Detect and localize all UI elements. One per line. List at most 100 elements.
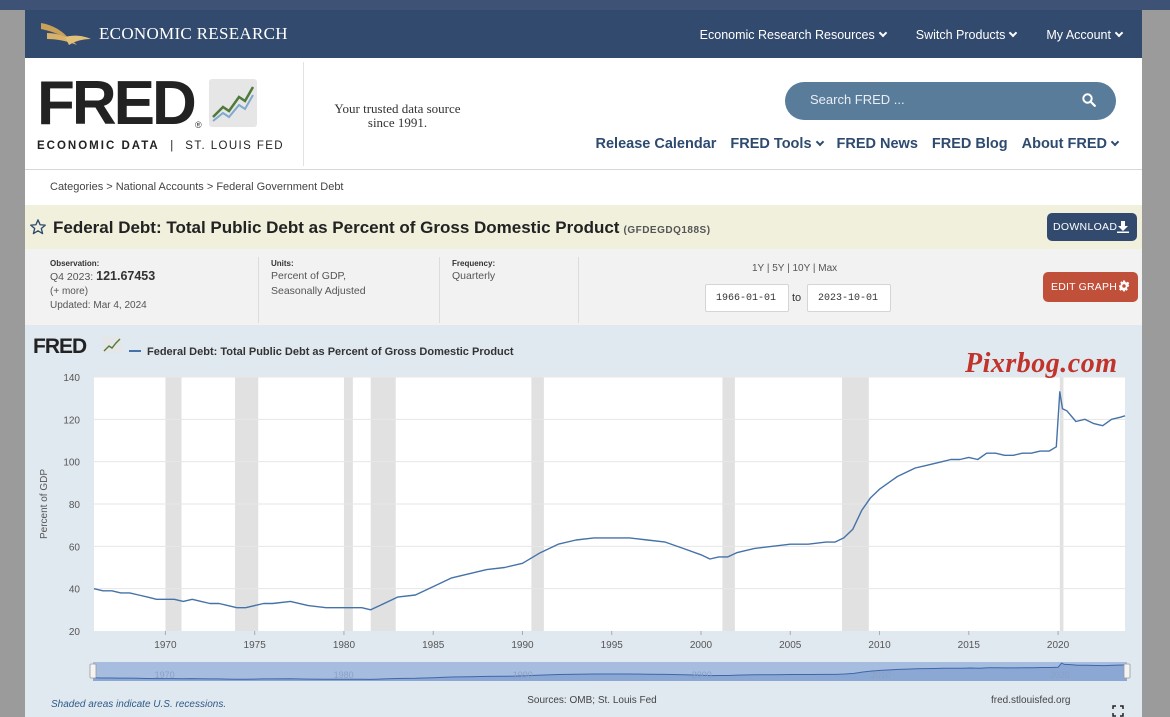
y-tick-label: 40 <box>69 585 81 596</box>
edit-graph-label: EDIT GRAPH <box>1051 281 1117 293</box>
frequency-value: Quarterly <box>452 270 496 282</box>
chevron-down-icon <box>1114 28 1124 38</box>
main-nav: Release Calendar FRED Tools FRED News FR… <box>595 136 1120 152</box>
tagline: Your trusted data source since 1991. <box>315 102 480 130</box>
download-icon <box>1117 221 1129 236</box>
range-sep: | <box>766 263 770 274</box>
menu-label: My Account <box>1046 28 1111 42</box>
y-tick-label: 80 <box>69 500 81 511</box>
header-divider <box>303 62 304 166</box>
range-sep: | <box>812 263 816 274</box>
chevron-down-icon <box>1110 137 1120 147</box>
breadcrumb[interactable]: Categories > National Accounts > Federal… <box>50 181 344 193</box>
series-line <box>93 391 1126 611</box>
search-icon[interactable] <box>1082 93 1096 110</box>
navigator-year-label: 2000 <box>692 670 712 680</box>
chart-sources: Sources: OMB; St. Louis Fed <box>527 695 657 706</box>
series-title: Federal Debt: Total Public Debt as Perce… <box>53 218 711 238</box>
y-tick-label: 20 <box>69 627 81 638</box>
chevron-down-icon <box>1009 28 1018 38</box>
site-header: FRED ® ECONOMIC DATA | ST. LOUIS FED You… <box>25 58 1142 170</box>
updated-date: Updated: Mar 4, 2024 <box>50 300 147 311</box>
chart-credit: fred.stlouisfed.org <box>991 695 1071 706</box>
download-button[interactable]: DOWNLOAD <box>1047 213 1137 241</box>
search-placeholder: Search FRED ... <box>810 92 905 107</box>
navigator-area <box>93 663 1127 681</box>
legend-fred-logo: FRED <box>33 335 87 358</box>
chevron-down-icon <box>815 137 824 147</box>
units-label: Units: <box>271 259 294 268</box>
observation-more-link[interactable]: (+ more) <box>50 286 89 297</box>
my-account-menu[interactable]: My Account <box>1046 28 1124 42</box>
fred-logo-word: FRED <box>37 69 197 138</box>
navigator-handle[interactable] <box>1123 663 1131 679</box>
menu-label: Switch Products <box>915 28 1006 42</box>
series-title-text: Federal Debt: Total Public Debt as Perce… <box>53 218 620 237</box>
x-tick-label: 1995 <box>601 640 624 651</box>
y-axis-label: Percent of GDP <box>39 469 50 539</box>
y-tick-label: 100 <box>63 458 80 469</box>
browser-frame-top <box>0 0 1170 10</box>
date-to-label: to <box>792 292 802 304</box>
top-navbar: ECONOMIC RESEARCH Economic Research Reso… <box>25 10 1142 58</box>
chevron-down-icon <box>878 28 887 38</box>
start-date-input[interactable]: 1966-01-01 <box>705 284 789 312</box>
range-max[interactable]: Max <box>818 263 838 274</box>
chart-area: FRED Federal Debt: Total Public Debt as P… <box>25 325 1142 717</box>
navigator-handle[interactable] <box>89 663 97 679</box>
range-navigator: 1970 1980 1990 2000 2010 2020 <box>89 662 1131 681</box>
x-tick-label: 2020 <box>1047 640 1070 651</box>
fred-logo-subtitle: ECONOMIC DATA | ST. LOUIS FED <box>37 140 284 152</box>
observation-period: Q4 2023: <box>50 271 94 283</box>
recession-note: Shaded areas indicate U.S. recessions. <box>51 699 226 710</box>
eagle-logo-icon[interactable] <box>39 19 93 54</box>
observation-cell: Observation: Q4 2023: 121.67453 (+ more)… <box>50 259 155 313</box>
x-tick-label: 1980 <box>333 640 356 651</box>
range-5y[interactable]: 5Y <box>772 263 785 274</box>
x-tick-label: 2015 <box>958 640 981 651</box>
nav-label: FRED Tools <box>730 136 812 152</box>
observation-line: Q4 2023: 121.67453 <box>50 269 155 285</box>
nav-fred-news[interactable]: FRED News <box>836 136 918 152</box>
subtitle-bold: ECONOMIC DATA <box>37 140 160 152</box>
fred-chart[interactable]: FRED Federal Debt: Total Public Debt as P… <box>25 325 1142 717</box>
menu-label: Economic Research Resources <box>699 28 875 42</box>
y-tick-label: 120 <box>63 415 80 426</box>
fred-logo[interactable]: FRED ® <box>37 69 257 138</box>
tagline-line-2: since 1991. <box>367 115 428 130</box>
frequency-label: Frequency: <box>452 259 496 268</box>
end-date-input[interactable]: 2023-10-01 <box>807 284 891 312</box>
x-tick-label: 2010 <box>868 640 891 651</box>
units-value-line-2: Seasonally Adjusted <box>271 285 366 297</box>
star-icon[interactable] <box>29 218 47 241</box>
range-sep: | <box>787 263 790 274</box>
x-tick-label: 1990 <box>511 640 534 651</box>
registered-mark: ® <box>195 120 202 130</box>
range-1y[interactable]: 1Y <box>752 263 765 274</box>
meta-divider <box>258 257 259 323</box>
x-tick-label: 1985 <box>422 640 445 651</box>
edit-graph-button[interactable]: EDIT GRAPH <box>1043 272 1138 302</box>
search-input[interactable]: Search FRED ... <box>785 82 1116 120</box>
range-10y[interactable]: 10Y <box>792 263 811 274</box>
nav-about-fred[interactable]: About FRED <box>1022 136 1120 152</box>
brand-title[interactable]: ECONOMIC RESEARCH <box>99 24 288 43</box>
nav-release-calendar[interactable]: Release Calendar <box>595 136 717 152</box>
top-nav-links: Economic Research Resources Switch Produ… <box>699 28 1124 42</box>
meta-divider <box>439 257 440 323</box>
series-code: (GFDEGDQ188S) <box>623 225 711 236</box>
fred-page: ECONOMIC RESEARCH Economic Research Reso… <box>25 10 1142 717</box>
chart-legend: FRED Federal Debt: Total Public Debt as P… <box>33 335 514 358</box>
fullscreen-icon[interactable] <box>1112 705 1124 717</box>
navigator-year-label: 1990 <box>513 670 533 680</box>
switch-products-menu[interactable]: Switch Products <box>915 28 1018 42</box>
economic-research-resources-menu[interactable]: Economic Research Resources <box>699 28 887 42</box>
download-label: DOWNLOAD <box>1053 221 1118 233</box>
nav-fred-blog[interactable]: FRED Blog <box>931 136 1008 152</box>
subtitle-separator: | <box>170 140 175 152</box>
nav-fred-tools[interactable]: FRED Tools <box>730 136 824 152</box>
navigator-year-label: 1980 <box>334 670 354 680</box>
observation-value: 121.67453 <box>96 269 156 283</box>
units-value-line-1: Percent of GDP, <box>271 270 347 282</box>
x-tick-label: 1970 <box>154 640 177 651</box>
